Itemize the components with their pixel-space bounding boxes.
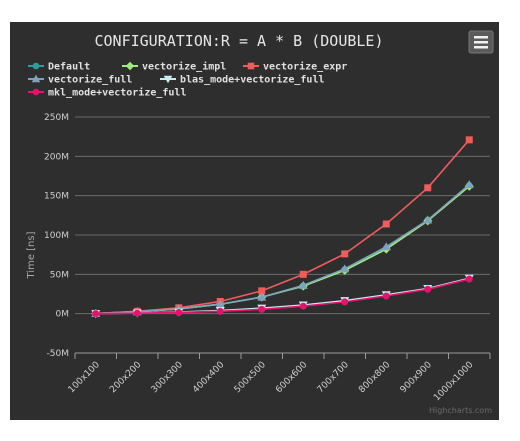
legend-symbol[interactable] (31, 74, 41, 83)
series-default (92, 181, 473, 318)
hamburger-menu-icon (474, 36, 488, 49)
legend-item[interactable]: Default (28, 62, 90, 73)
data-point[interactable] (424, 184, 432, 192)
legend-symbol[interactable] (247, 62, 255, 70)
data-point[interactable] (465, 136, 473, 144)
x-tick-label: 600x600 (274, 360, 309, 395)
x-tick-label: 700x700 (316, 360, 351, 395)
legend-symbol[interactable] (32, 88, 40, 96)
chart-menu-button[interactable] (468, 30, 494, 54)
legend-label: mkl_mode+vectorize_full (48, 87, 186, 99)
series-vectorize-impl (91, 181, 474, 319)
data-point[interactable] (341, 250, 349, 258)
data-point[interactable] (299, 302, 307, 310)
x-tick-label: 300x300 (150, 360, 185, 395)
x-tick-label: 400x400 (191, 360, 226, 395)
y-tick-label: 50M (50, 270, 69, 280)
data-point[interactable] (340, 264, 350, 273)
legend-label: vectorize_expr (263, 61, 347, 73)
x-axis: 100x100 200x200 300x300 400x400 500x500 600x6… (67, 352, 491, 403)
data-point[interactable] (298, 280, 308, 289)
chart: CONFIGURATION:R = A * B (DOUBLE) Default… (26, 30, 494, 415)
series-vectorize-full (91, 180, 474, 318)
data-point[interactable] (92, 310, 100, 318)
data-point[interactable] (465, 275, 473, 283)
credits[interactable]: Highcharts.com (429, 406, 492, 415)
data-point[interactable] (423, 215, 433, 224)
data-point[interactable] (382, 220, 390, 228)
grid (75, 116, 490, 354)
data-point[interactable] (215, 299, 225, 308)
x-tick-label: 900x900 (399, 360, 434, 395)
legend-item[interactable]: mkl_mode+vectorize_full (28, 87, 186, 99)
chart-panel: CONFIGURATION:R = A * B (DOUBLE) Default… (10, 22, 499, 420)
data-point[interactable] (175, 308, 183, 316)
legend-symbol[interactable] (32, 62, 40, 70)
series-line (95, 278, 470, 315)
data-point[interactable] (299, 270, 307, 278)
legend-item[interactable]: vectorize_impl (122, 61, 226, 73)
x-tick-label: 100x100 (67, 360, 102, 395)
data-point[interactable] (341, 298, 349, 306)
data-point[interactable] (258, 287, 266, 295)
y-tick-label: 250M (44, 113, 69, 123)
legend-symbol[interactable] (125, 61, 135, 71)
data-point[interactable] (382, 292, 390, 300)
data-point[interactable] (258, 305, 266, 313)
legend-label: blas_mode+vectorize_full (180, 74, 325, 86)
x-tick-label: 800x800 (357, 360, 392, 395)
data-point[interactable] (464, 180, 474, 189)
legend-item[interactable]: vectorize_expr (243, 61, 347, 73)
x-tick-label: 200x200 (108, 360, 143, 395)
legend-label: vectorize_impl (142, 61, 226, 73)
series (91, 136, 474, 319)
series-line (95, 139, 470, 315)
series-line (95, 184, 470, 315)
x-tick-label: 1000x1000 (432, 360, 475, 403)
legend-symbol[interactable] (163, 75, 173, 84)
legend: Default vectorize_impl vectorize_exprvecto… (28, 61, 347, 99)
series-line (95, 184, 470, 315)
legend-item[interactable]: blas_mode+vectorize_full (160, 74, 325, 86)
y-tick-label: 0M (56, 310, 70, 320)
y-axis-title: Time [ns] (26, 231, 37, 279)
data-point[interactable] (424, 285, 432, 293)
chart-title: CONFIGURATION:R = A * B (DOUBLE) (95, 32, 384, 50)
y-axis: -50M 0M 50M 100M 150M 200M 250M (44, 113, 69, 359)
y-tick-label: 200M (44, 152, 69, 162)
data-point[interactable] (381, 242, 391, 251)
y-tick-label: -50M (47, 349, 69, 359)
data-point[interactable] (216, 307, 224, 315)
series-line (95, 185, 470, 315)
legend-item[interactable]: vectorize_full (28, 74, 132, 86)
y-tick-label: 100M (44, 231, 69, 241)
y-tick-label: 150M (44, 192, 69, 202)
legend-label: vectorize_full (48, 74, 132, 86)
x-tick-label: 500x500 (233, 360, 268, 395)
data-point[interactable] (257, 292, 267, 301)
data-point[interactable] (133, 309, 141, 317)
series-mkl-mode-vectorize-full (92, 275, 473, 318)
legend-label: Default (48, 62, 90, 73)
